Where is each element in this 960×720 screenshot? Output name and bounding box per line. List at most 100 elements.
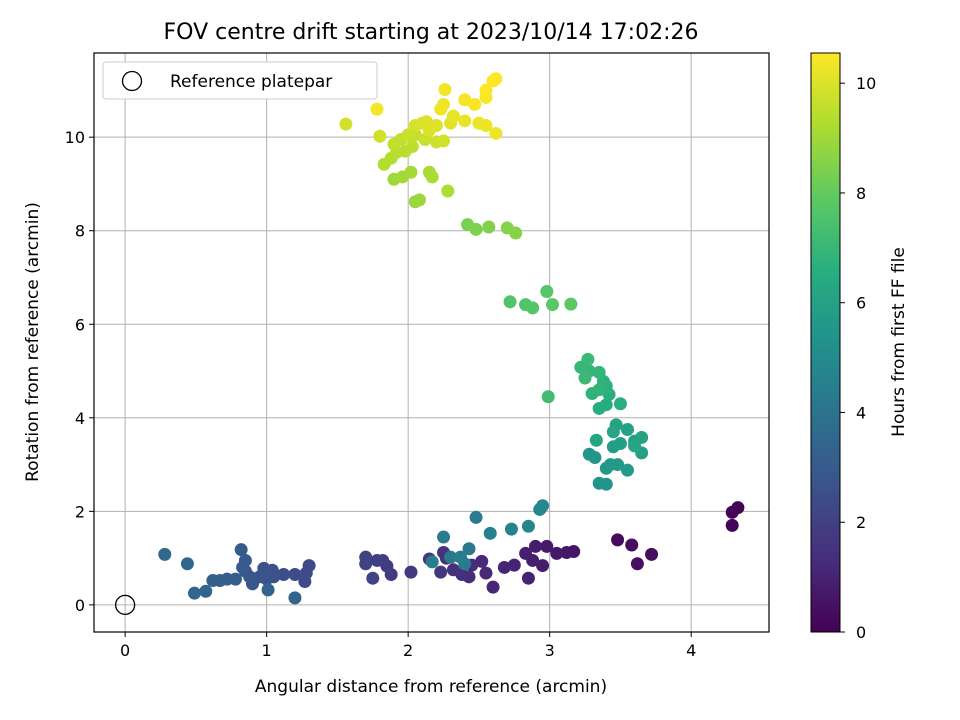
colorbar-ticks: 0 2 4 6 8 10 [840,74,876,642]
data-point [526,301,540,315]
data-point [620,422,634,436]
legend-marker [121,70,143,92]
colorbar-tick-label: 8 [856,184,866,203]
data-point [630,557,644,571]
data-point [370,102,384,116]
data-point [540,539,554,553]
data-point [469,510,483,524]
data-point [519,546,533,560]
data-point [234,543,248,557]
data-point [425,170,439,184]
data-point [599,477,613,491]
y-tick-label: 6 [75,315,85,334]
y-axis-label: Rotation from reference (arcmin) [23,202,43,482]
y-tick-label: 8 [75,222,85,241]
data-point [479,566,493,580]
data-point [261,583,275,597]
data-point [187,586,201,600]
data-point [404,565,418,579]
data-point [479,83,493,97]
data-point [489,126,503,140]
data-point [536,559,550,573]
y-axis-ticks: 0 2 4 6 8 10 [65,128,94,615]
colorbar-tick-label: 2 [856,513,866,532]
data-point [199,584,213,598]
data-point [509,226,523,240]
y-tick-label: 2 [75,502,85,521]
data-point [645,547,659,561]
data-point [475,554,489,568]
data-point [158,547,172,561]
data-point [625,538,639,552]
colorbar-tick-label: 10 [856,74,876,93]
data-point [458,114,472,128]
x-tick-label: 2 [403,641,413,660]
data-point [482,220,496,234]
data-point [560,545,574,559]
data-point [420,115,434,129]
data-point [298,574,312,588]
data-point [180,557,194,571]
y-tick-label: 4 [75,409,85,428]
data-point [507,558,521,572]
data-point [370,553,384,567]
legend-label: Reference platepar [170,72,332,92]
data-point [497,560,511,574]
data-point [613,397,627,411]
data-point [541,390,555,404]
data-point [401,128,415,142]
x-tick-label: 4 [686,641,696,660]
data-point [581,352,595,366]
data-point [503,295,517,309]
data-point [628,439,642,453]
data-point [373,129,387,143]
data-point [444,550,458,564]
data-point [592,365,606,379]
data-point [404,165,418,179]
x-tick-label: 1 [262,641,272,660]
data-point [437,134,451,148]
data-point [620,463,634,477]
data-point [288,591,302,605]
y-tick-label: 0 [75,596,85,615]
data-point [486,580,500,594]
data-point [540,285,554,299]
data-point [611,458,625,472]
data-point [446,563,460,577]
data-point [412,193,426,207]
data-point [479,118,493,132]
data-point [339,117,353,131]
data-point [588,451,602,465]
x-axis-label: Angular distance from reference (arcmin) [255,677,607,697]
data-point [521,519,535,533]
data-point [589,433,603,447]
data-point [366,571,380,585]
data-point [458,93,472,107]
plot-frame [93,52,770,633]
data-point [533,502,547,516]
colorbar-label: Hours from first FF file [889,247,909,437]
data-point [437,530,451,544]
data-point [529,539,543,553]
reference-platepar-marker [114,594,136,616]
data-point [613,437,627,451]
data-point [429,118,443,132]
data-point [454,550,468,564]
data-point [206,574,220,588]
colorbar-tick-label: 0 [856,623,866,642]
data-point [359,557,373,571]
data-point [489,72,503,86]
data-points [114,72,745,616]
data-point [550,546,564,560]
colorbar: 0 2 4 6 8 10 Hours from first FF file [810,52,909,642]
data-point [277,567,291,581]
data-point [611,533,625,547]
colorbar-gradient [810,52,841,633]
data-point [437,97,451,111]
data-point [236,560,250,574]
data-point [446,109,460,123]
chart-title: FOV centre drift starting at 2023/10/14 … [164,20,699,45]
data-point [462,542,476,556]
legend: Reference platepar [102,61,378,100]
